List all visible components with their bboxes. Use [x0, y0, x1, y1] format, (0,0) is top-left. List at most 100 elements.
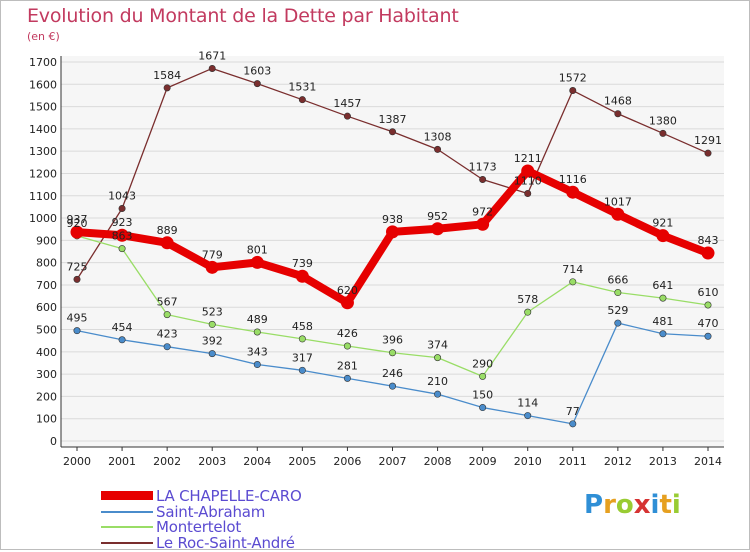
data-point: [521, 164, 535, 178]
data-label: 920: [67, 217, 88, 230]
chart-title: Evolution du Montant de la Dette par Hab…: [27, 5, 459, 27]
data-point: [431, 222, 445, 236]
data-label: 1457: [333, 97, 361, 110]
data-label: 921: [652, 217, 673, 230]
data-point: [295, 269, 309, 283]
data-point: [298, 96, 306, 104]
data-label: 1584: [153, 69, 181, 82]
data-point: [479, 404, 487, 412]
y-tick-label: 1600: [29, 78, 57, 91]
data-label: 578: [517, 293, 538, 306]
data-label: 843: [698, 234, 719, 247]
y-tick-label: 1500: [29, 101, 57, 114]
x-tick-label: 2010: [514, 455, 542, 468]
logo-letter: P: [584, 490, 604, 520]
data-label: 1173: [469, 160, 497, 173]
data-label: 714: [562, 263, 583, 276]
x-tick-label: 2003: [198, 455, 226, 468]
data-label: 620: [337, 284, 358, 297]
data-label: 610: [698, 286, 719, 299]
data-point: [479, 175, 487, 183]
data-point: [524, 412, 532, 420]
data-label: 1211: [514, 152, 542, 165]
data-point: [704, 332, 712, 340]
data-label: 641: [652, 279, 673, 292]
legend-swatch: [101, 510, 153, 513]
data-point: [250, 255, 264, 269]
logo-letter: r: [603, 490, 616, 520]
data-label: 317: [292, 351, 313, 364]
data-point: [208, 350, 216, 358]
logo-letter: i: [650, 490, 660, 520]
data-point: [704, 149, 712, 157]
data-label: 523: [202, 305, 223, 318]
data-point: [614, 319, 622, 327]
legend-swatch: [101, 541, 153, 544]
data-point: [118, 204, 126, 212]
data-label: 1468: [604, 95, 632, 108]
x-tick-label: 2012: [604, 455, 632, 468]
data-label: 1110: [514, 175, 542, 188]
data-point: [253, 361, 261, 369]
chart-subtitle: (en €): [27, 30, 60, 43]
legend-label: Montertelot: [156, 518, 242, 536]
data-label: 1572: [559, 72, 587, 85]
x-tick-label: 2002: [153, 455, 181, 468]
data-label: 801: [247, 243, 268, 256]
data-label: 290: [472, 357, 493, 370]
data-label: 952: [427, 210, 448, 223]
data-label: 114: [517, 397, 538, 410]
legend-label: Le Roc-Saint-André: [156, 533, 295, 552]
y-tick-label: 700: [36, 279, 57, 292]
data-label: 1387: [379, 113, 407, 126]
y-tick-label: 1000: [29, 212, 57, 225]
data-point: [73, 275, 81, 283]
y-tick-label: 1100: [29, 190, 57, 203]
data-point: [476, 217, 490, 231]
x-tick-label: 2013: [649, 455, 677, 468]
x-tick-label: 2014: [694, 455, 722, 468]
data-point: [659, 330, 667, 338]
y-tick-label: 400: [36, 346, 57, 359]
y-tick-label: 200: [36, 390, 57, 403]
data-label: 779: [202, 248, 223, 261]
legend-swatch: [101, 526, 153, 528]
data-label: 1531: [288, 81, 316, 94]
y-tick-label: 1700: [29, 56, 57, 69]
data-label: 1671: [198, 49, 226, 62]
data-point: [253, 328, 261, 336]
data-point: [163, 343, 171, 351]
data-point: [659, 294, 667, 302]
data-point: [434, 145, 442, 153]
data-label: 725: [67, 260, 88, 273]
data-point: [479, 372, 487, 380]
data-label: 426: [337, 327, 358, 340]
data-point: [524, 308, 532, 316]
data-label: 392: [202, 335, 223, 348]
data-point: [656, 229, 670, 243]
data-point: [343, 342, 351, 350]
data-label: 937: [67, 213, 88, 226]
data-point: [208, 320, 216, 328]
x-tick-label: 2009: [469, 455, 497, 468]
data-point: [524, 190, 532, 198]
data-point: [388, 128, 396, 136]
y-tick-label: 1300: [29, 145, 57, 158]
data-point: [569, 278, 577, 286]
x-tick-label: 2001: [108, 455, 136, 468]
x-tick-label: 2008: [424, 455, 452, 468]
data-label: 923: [112, 216, 133, 229]
data-label: 863: [112, 230, 133, 243]
data-point: [388, 382, 396, 390]
logo-letter: i: [671, 490, 681, 520]
data-point: [160, 236, 174, 250]
data-point: [388, 349, 396, 357]
data-label: 423: [157, 328, 178, 341]
data-point: [434, 354, 442, 362]
y-tick-label: 300: [36, 368, 57, 381]
logo-letter: t: [659, 490, 672, 520]
data-point: [298, 335, 306, 343]
data-label: 454: [112, 321, 133, 334]
